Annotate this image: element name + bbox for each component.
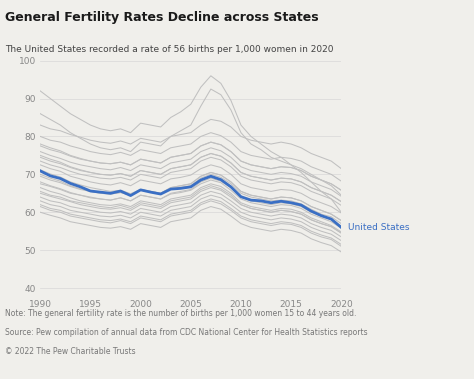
Text: © 2022 The Pew Charitable Trusts: © 2022 The Pew Charitable Trusts <box>5 347 136 356</box>
Text: United States: United States <box>348 223 410 232</box>
Text: The United States recorded a rate of 56 births per 1,000 women in 2020: The United States recorded a rate of 56 … <box>5 45 333 55</box>
Text: Note: The general fertility rate is the number of births per 1,000 women 15 to 4: Note: The general fertility rate is the … <box>5 309 356 318</box>
Text: General Fertility Rates Decline across States: General Fertility Rates Decline across S… <box>5 11 319 24</box>
Text: Source: Pew compilation of annual data from CDC National Center for Health Stati: Source: Pew compilation of annual data f… <box>5 328 367 337</box>
